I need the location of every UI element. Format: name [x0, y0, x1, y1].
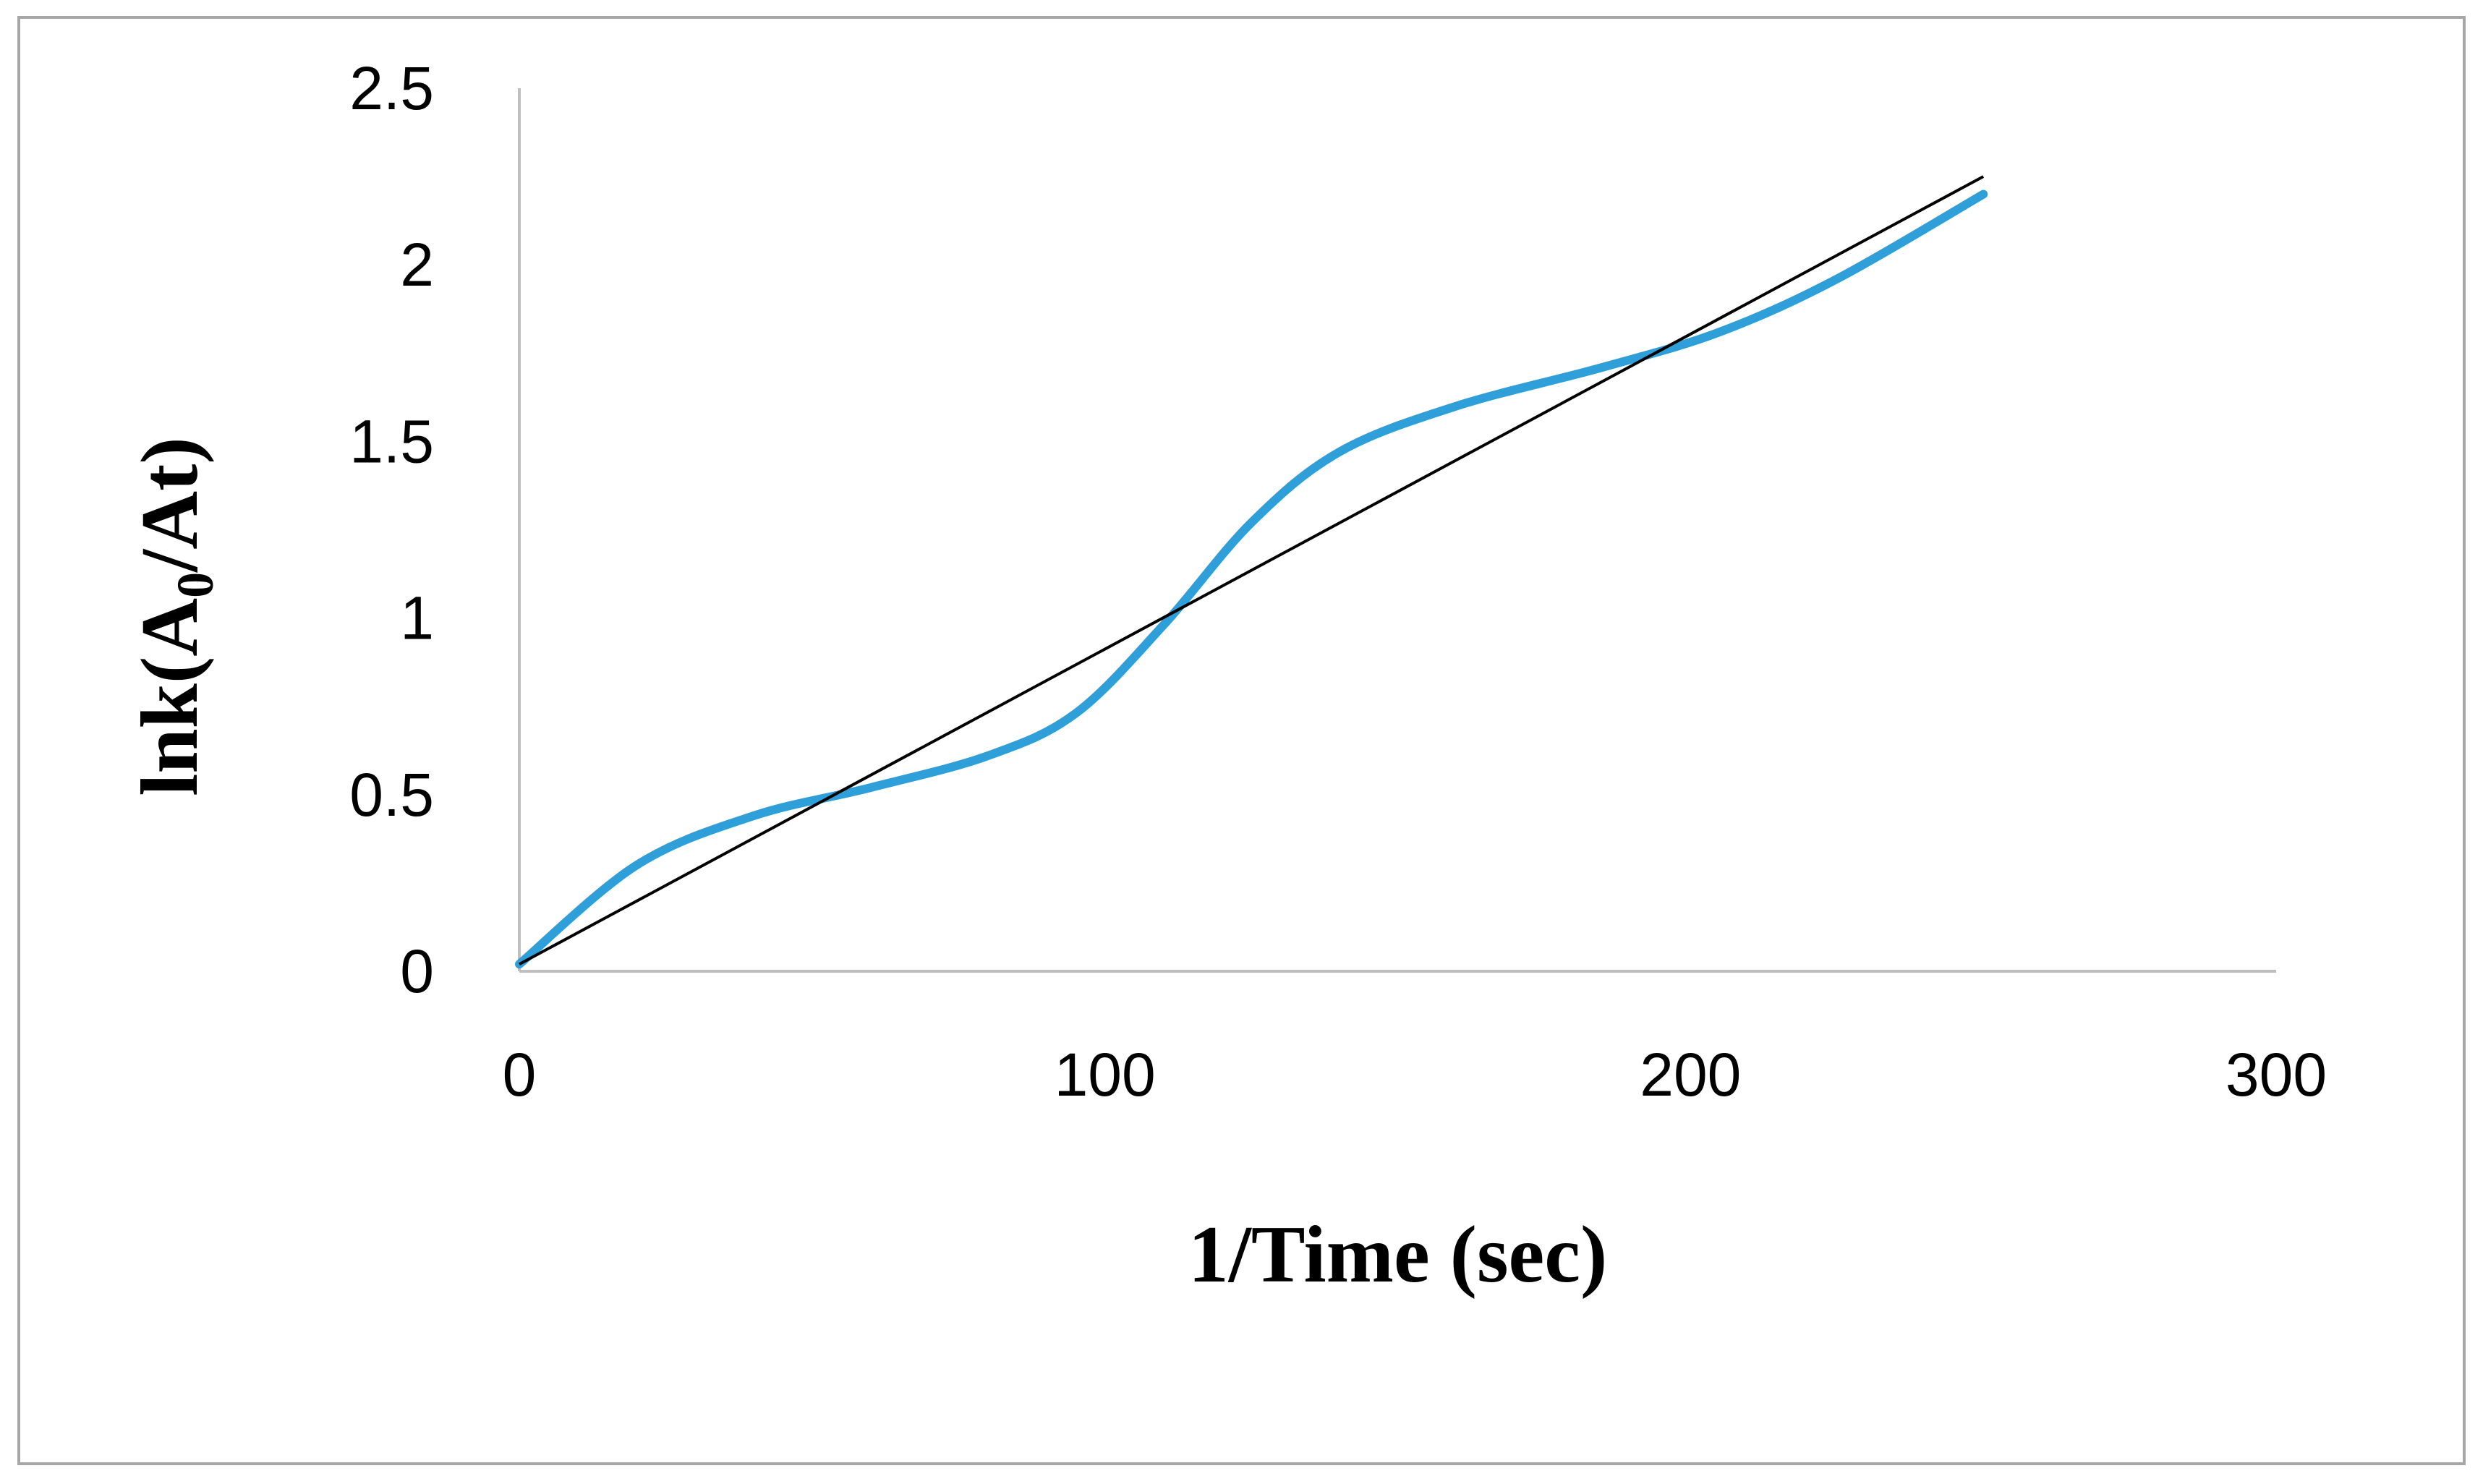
y-tick-label: 1.5 — [349, 407, 434, 475]
chart-frame — [17, 16, 2466, 1465]
x-tick-label: 0 — [503, 1041, 537, 1109]
y-tick-label: 2.5 — [349, 54, 434, 122]
linear-trendline — [519, 175, 1985, 965]
x-tick-label: 300 — [2226, 1041, 2327, 1109]
y-axis-title-prefix: lnk(A — [125, 598, 215, 796]
y-tick-label: 0.5 — [349, 761, 434, 829]
y-tick-label: 2 — [400, 231, 434, 299]
data-series-line — [515, 189, 1988, 969]
x-tick-labels: 0 100 200 300 — [503, 1041, 2327, 1109]
x-axis-title: 1/Time (sec) — [1188, 1210, 1608, 1300]
x-tick-label: 100 — [1055, 1041, 1156, 1109]
y-tick-label: 0 — [400, 937, 434, 1005]
series-layer — [515, 175, 1988, 969]
y-axis-title-subscript: 0 — [166, 572, 224, 598]
y-axis-title-suffix: /At) — [125, 437, 215, 573]
y-tick-label: 1 — [400, 584, 434, 652]
x-tick-label: 200 — [1640, 1041, 1741, 1109]
y-tick-labels: 0 0.5 1 1.5 2 2.5 — [349, 54, 434, 1005]
y-axis-title: lnk(A0/At) — [125, 437, 224, 796]
